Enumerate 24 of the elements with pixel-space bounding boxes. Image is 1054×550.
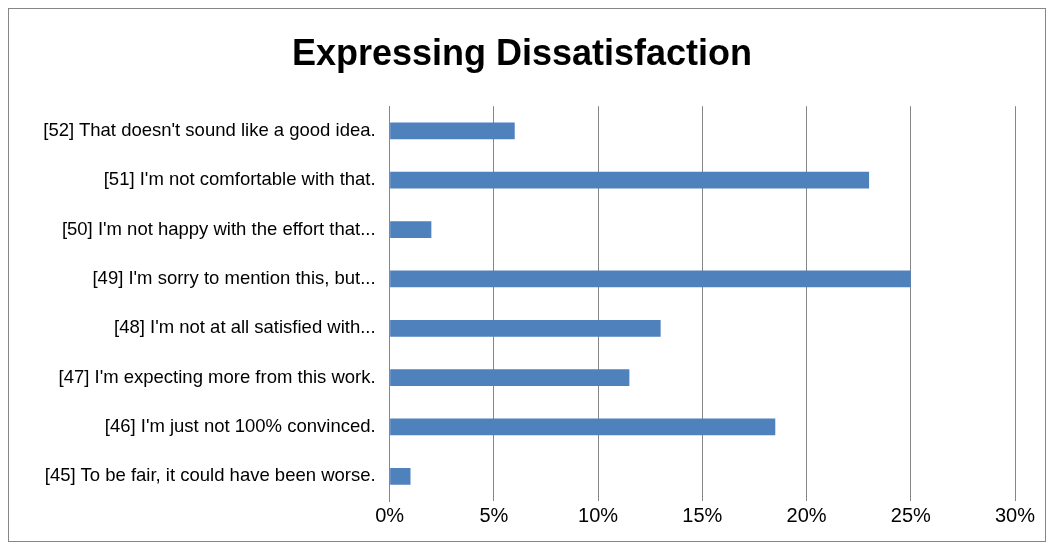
chart-title: Expressing Dissatisfaction xyxy=(291,31,753,73)
x-tick-label: 30% xyxy=(994,503,1036,526)
x-tick-label: 0% xyxy=(375,503,405,526)
y-tick-label: [52] That doesn't sound like a good idea. xyxy=(43,118,376,140)
bar xyxy=(390,122,515,140)
x-tick-label: 5% xyxy=(479,503,509,526)
bar xyxy=(390,221,432,238)
x-tick-label: 15% xyxy=(682,503,723,526)
bar xyxy=(390,319,661,337)
x-tick-label: 25% xyxy=(890,503,932,526)
y-tick-label: [45] To be fair, it could have been worse. xyxy=(44,464,376,486)
y-tick-label: [50] I'm not happy with the effort that... xyxy=(61,217,376,239)
bar xyxy=(390,270,911,288)
y-tick-label: [48] I'm not at all satisfied with... xyxy=(114,316,376,338)
bar xyxy=(390,418,776,436)
x-tick-label: 10% xyxy=(578,503,619,526)
y-tick-label: [47] I'm expecting more from this work. xyxy=(58,365,376,387)
y-tick-label: [51] I'm not comfortable with that. xyxy=(103,168,376,190)
bar xyxy=(390,369,630,387)
x-tick-label: 20% xyxy=(786,503,827,526)
y-tick-label: [46] I'm just not 100% convinced. xyxy=(104,415,376,437)
y-tick-label: [49] I'm sorry to mention this, but... xyxy=(92,267,376,289)
bar xyxy=(390,467,411,485)
bar xyxy=(390,171,870,189)
